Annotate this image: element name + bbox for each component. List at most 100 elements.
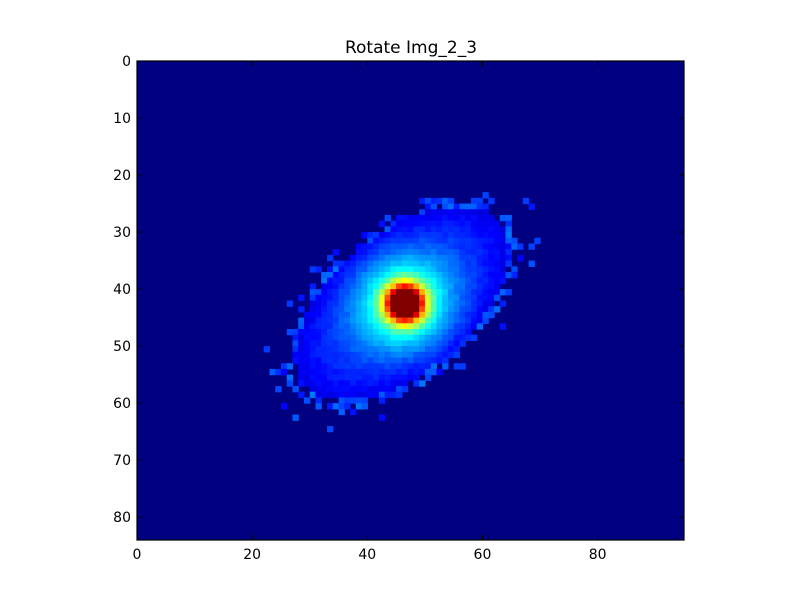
heatmap-cell — [499, 271, 507, 279]
heatmap-cell — [344, 271, 351, 279]
heatmap-cell — [338, 334, 345, 342]
heatmap-cell — [315, 323, 322, 330]
heatmap-cell — [298, 391, 305, 399]
heatmap-cell — [344, 368, 351, 376]
heatmap-cell — [390, 226, 397, 233]
heatmap-cell — [315, 306, 322, 313]
heatmap-cell — [373, 249, 380, 256]
heatmap-cell — [459, 209, 466, 216]
heatmap-cell — [373, 334, 380, 342]
heatmap-cell — [407, 271, 414, 279]
heatmap-cell — [378, 277, 386, 284]
heatmap-cell — [367, 374, 374, 381]
heatmap-cell — [401, 306, 409, 313]
heatmap-cell — [332, 351, 340, 359]
heatmap-cell — [401, 243, 409, 250]
heatmap-cell — [344, 260, 351, 267]
heatmap-cell — [447, 300, 455, 307]
heatmap-cell — [269, 368, 276, 376]
heatmap-cell — [401, 380, 409, 387]
heatmap-cell — [401, 294, 409, 302]
heatmap-cell — [327, 254, 334, 262]
heatmap-cell — [447, 220, 455, 227]
heatmap-cell — [355, 266, 363, 273]
heatmap-cell — [373, 254, 380, 262]
heatmap-cell — [436, 260, 443, 267]
heatmap-cell — [327, 391, 334, 399]
heatmap-cell — [344, 363, 351, 370]
heatmap-cell — [482, 226, 489, 233]
heatmap-cell — [517, 243, 524, 250]
heatmap-cell — [355, 249, 363, 256]
plot-frame — [136, 60, 685, 541]
heatmap-cell — [280, 368, 288, 376]
heatmap-cell — [332, 306, 340, 313]
heatmap-cell — [332, 374, 340, 381]
heatmap-cell — [361, 397, 368, 404]
heatmap-cell — [511, 271, 518, 279]
heatmap-cell — [332, 363, 340, 370]
x-tick-label: 80 — [589, 547, 607, 563]
heatmap-cell — [436, 209, 443, 216]
heatmap-cell — [436, 249, 443, 256]
heatmap-cell — [459, 237, 466, 245]
heatmap-cell — [338, 351, 345, 359]
heatmap-cell — [367, 340, 374, 347]
heatmap-cell — [459, 214, 466, 222]
heatmap-cell — [407, 243, 414, 250]
heatmap-cell — [373, 317, 380, 324]
heatmap-cell — [338, 397, 345, 404]
heatmap-cell — [453, 300, 461, 307]
heatmap-cell — [350, 254, 357, 262]
heatmap-cell — [447, 340, 455, 347]
heatmap-cell — [303, 340, 311, 347]
heatmap-cell — [493, 277, 501, 284]
heatmap-cell — [309, 380, 317, 387]
heatmap-cell — [482, 220, 489, 227]
heatmap-cell — [401, 386, 409, 393]
heatmap-cell — [321, 363, 328, 370]
heatmap-cell — [384, 237, 391, 245]
heatmap-cell — [413, 334, 420, 342]
heatmap-cell — [447, 323, 455, 330]
heatmap-cell — [407, 254, 414, 262]
heatmap-cell — [390, 266, 397, 273]
heatmap-cell — [528, 243, 535, 250]
heatmap-cell — [499, 323, 507, 330]
heatmap-cell — [482, 209, 489, 216]
heatmap-cell — [309, 311, 317, 319]
heatmap-cell — [321, 351, 328, 359]
heatmap-cell — [407, 346, 414, 353]
heatmap-cell — [436, 317, 443, 324]
heatmap-cell — [442, 203, 449, 210]
heatmap-cell — [396, 271, 403, 279]
heatmap-cell — [344, 391, 351, 399]
heatmap-cell — [361, 323, 368, 330]
heatmap-cell — [424, 283, 432, 290]
heatmap-cell — [350, 283, 357, 290]
heatmap-cell — [453, 283, 461, 290]
heatmap-cell — [292, 340, 299, 347]
heatmap-cell — [488, 266, 495, 273]
heatmap-cell — [447, 226, 455, 233]
heatmap-cell — [534, 237, 541, 245]
heatmap-cell — [442, 363, 449, 370]
heatmap-cell — [511, 243, 518, 250]
heatmap-cell — [447, 203, 455, 210]
heatmap-cell — [321, 283, 328, 290]
heatmap-cell — [309, 300, 317, 307]
heatmap-cell — [332, 260, 340, 267]
heatmap-cell — [447, 266, 455, 273]
heatmap-cell — [447, 283, 455, 290]
heatmap-cell — [332, 340, 340, 347]
heatmap-cell — [424, 237, 432, 245]
heatmap-cell — [436, 237, 443, 245]
heatmap-cell — [373, 266, 380, 273]
heatmap-cell — [413, 243, 420, 250]
heatmap-cell — [470, 317, 478, 324]
heatmap-cell — [396, 289, 403, 296]
heatmap-cell — [384, 368, 391, 376]
heatmap-cell — [436, 277, 443, 284]
heatmap-cell — [459, 203, 466, 210]
heatmap-cell — [367, 260, 374, 267]
